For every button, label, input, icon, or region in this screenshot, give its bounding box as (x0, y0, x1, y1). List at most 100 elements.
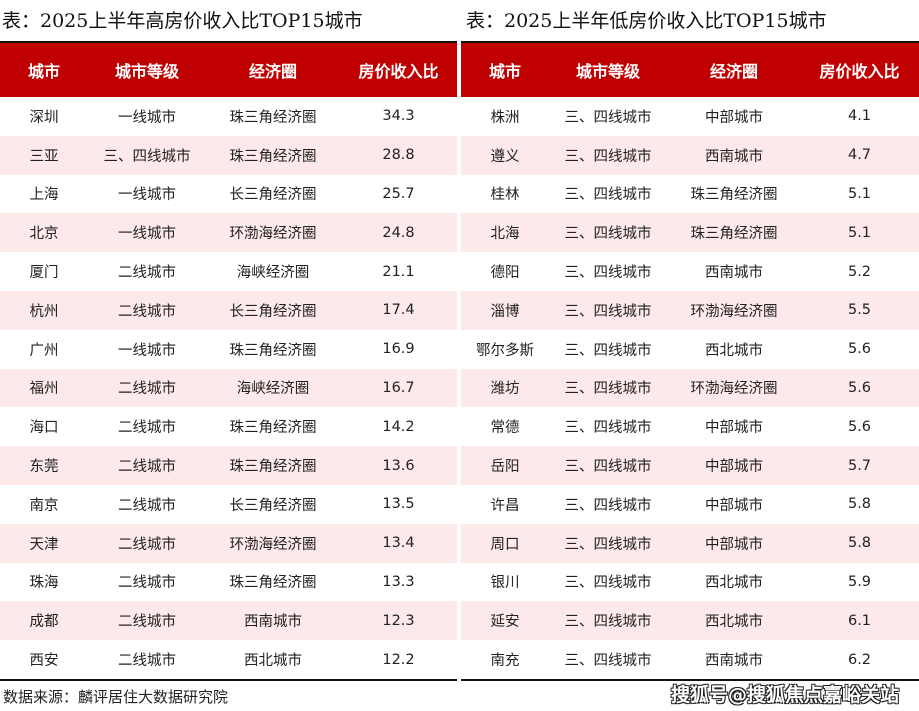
column-header: 城市 (488, 62, 521, 81)
table-cell: 二线城市 (118, 303, 176, 320)
table-cell: 许昌 (490, 497, 520, 514)
table-cell: 28.8 (382, 147, 415, 164)
table-cell: 桂林 (490, 187, 520, 204)
table-row: 南京 二线城市 长三角经济圈 13.5 (0, 485, 457, 524)
table-cell: 银川 (490, 575, 520, 592)
table-header: 城市 城市等级 经济圈 房价收入比 (0, 43, 457, 97)
column-header: 城市等级 (114, 62, 179, 81)
table-cell: 环渤海经济圈 (229, 226, 317, 243)
table-cell: 14.2 (382, 418, 415, 435)
table-cell: 13.4 (382, 535, 415, 552)
table-cell: 5.8 (847, 496, 872, 513)
source-note: 数据来源：麟评居住大数据研究院 (3, 688, 229, 706)
table-row: 海口 二线城市 珠三角经济圈 14.2 (0, 407, 457, 446)
table-cell: 三、四线城市 (564, 614, 652, 631)
table-cell: 珠三角经济圈 (229, 109, 317, 126)
table-cell: 西南城市 (244, 614, 302, 631)
table-row: 许昌 三、四线城市 中部城市 5.8 (461, 485, 919, 524)
table-cell: 株洲 (490, 109, 520, 126)
table-cell: 一线城市 (118, 109, 176, 126)
column-header: 房价收入比 (358, 62, 439, 81)
table-row: 成都 二线城市 西南城市 12.3 (0, 601, 457, 641)
table-cell: 珠海 (29, 575, 59, 592)
table-cell: 杭州 (29, 303, 59, 320)
table-cell: 中部城市 (705, 536, 763, 553)
left-table: 城市 城市等级 经济圈 房价收入比 深圳 一线城市 珠三角经济圈 34.3 三亚 三、四线城市 珠三… (0, 41, 457, 681)
table-cell: 珠三角经济圈 (229, 575, 317, 592)
table-row: 潍坊 三、四线城市 环渤海经济圈 5.6 (461, 368, 919, 408)
table-cell: 成都 (29, 614, 59, 631)
table-cell: 南充 (490, 653, 520, 670)
table-row: 福州 二线城市 海峡经济圈 16.7 (0, 368, 457, 408)
table-cell: 24.8 (382, 224, 415, 241)
table-cell: 6.2 (847, 651, 872, 668)
table-cell: 广州 (29, 342, 59, 359)
table-cell: 珠三角经济圈 (229, 459, 317, 476)
column-header: 经济圈 (248, 62, 297, 81)
table-row: 岳阳 三、四线城市 中部城市 5.7 (461, 446, 919, 485)
table-row: 杭州 二线城市 长三角经济圈 17.4 (0, 290, 457, 330)
table-row: 厦门 二线城市 海峡经济圈 21.1 (0, 252, 457, 291)
table-row: 天津 二线城市 环渤海经济圈 13.4 (0, 523, 457, 563)
table-cell: 二线城市 (118, 497, 176, 514)
table-row: 珠海 二线城市 珠三角经济圈 13.3 (0, 563, 457, 602)
table-cell: 5.6 (847, 341, 872, 358)
table-cell: 环渤海经济圈 (229, 536, 317, 553)
table-cell: 5.1 (847, 185, 872, 202)
table-cell: 二线城市 (118, 381, 176, 398)
table-row: 周口 三、四线城市 中部城市 5.8 (461, 523, 919, 563)
table-cell: 三、四线城市 (564, 109, 652, 126)
table-row: 东莞 二线城市 珠三角经济圈 13.6 (0, 446, 457, 485)
table-cell: 西安 (29, 653, 59, 670)
column-header: 房价收入比 (819, 62, 900, 81)
table-cell: 21.1 (382, 263, 415, 280)
table-cell: 西南城市 (705, 653, 763, 670)
table-row: 常德 三、四线城市 中部城市 5.6 (461, 407, 919, 446)
table-cell: 二线城市 (118, 420, 176, 437)
table-cell: 珠三角经济圈 (229, 420, 317, 437)
table-cell: 珠三角经济圈 (690, 226, 778, 243)
table-cell: 二线城市 (118, 459, 176, 476)
table-cell: 4.1 (847, 108, 872, 125)
table-cell: 17.4 (382, 302, 415, 319)
table-cell: 三、四线城市 (564, 226, 652, 243)
table-row: 南充 三、四线城市 西南城市 6.2 (461, 640, 919, 679)
table-row: 北京 一线城市 环渤海经济圈 24.8 (0, 213, 457, 253)
table-row: 德阳 三、四线城市 西南城市 5.2 (461, 252, 919, 291)
table-cell: 5.6 (847, 379, 872, 396)
table-cell: 二线城市 (118, 265, 176, 282)
table-row: 西安 二线城市 西北城市 12.2 (0, 640, 457, 679)
table-cell: 北京 (29, 226, 59, 243)
table-cell: 西北城市 (705, 342, 763, 359)
right-table: 城市 城市等级 经济圈 房价收入比 株洲 三、四线城市 中部城市 4.1 遵义 三、四线城市 西南城… (461, 41, 919, 681)
table-row: 深圳 一线城市 珠三角经济圈 34.3 (0, 97, 457, 136)
table-row: 鄂尔多斯 三、四线城市 西北城市 5.6 (461, 330, 919, 369)
table-header: 城市 城市等级 经济圈 房价收入比 (461, 43, 919, 97)
table-cell: 三、四线城市 (564, 536, 652, 553)
table-row: 银川 三、四线城市 西北城市 5.9 (461, 563, 919, 602)
table-cell: 12.3 (382, 612, 415, 629)
table-cell: 16.9 (382, 341, 415, 358)
table-cell: 三、四线城市 (564, 265, 652, 282)
table-row: 上海 一线城市 长三角经济圈 25.7 (0, 175, 457, 214)
table-cell: 南京 (29, 497, 59, 514)
table-cell: 长三角经济圈 (229, 303, 317, 320)
table-cell: 周口 (490, 536, 520, 553)
table-cell: 13.6 (382, 457, 415, 474)
left-table-title: 表：2025上半年高房价收入比TOP15城市 (2, 10, 363, 32)
table-cell: 珠三角经济圈 (690, 187, 778, 204)
table-cell: 德阳 (490, 265, 520, 282)
table-cell: 天津 (29, 536, 59, 553)
table-cell: 二线城市 (118, 614, 176, 631)
table-cell: 深圳 (29, 109, 59, 126)
table-cell: 5.5 (847, 302, 872, 319)
table-cell: 12.2 (382, 651, 415, 668)
table-cell: 6.1 (847, 612, 872, 629)
table-cell: 5.2 (847, 263, 872, 280)
table-cell: 环渤海经济圈 (690, 381, 778, 398)
table-cell: 长三角经济圈 (229, 187, 317, 204)
table-cell: 三、四线城市 (564, 381, 652, 398)
table-cell: 三、四线城市 (564, 459, 652, 476)
table-cell: 三、四线城市 (564, 187, 652, 204)
table-cell: 北海 (490, 226, 520, 243)
